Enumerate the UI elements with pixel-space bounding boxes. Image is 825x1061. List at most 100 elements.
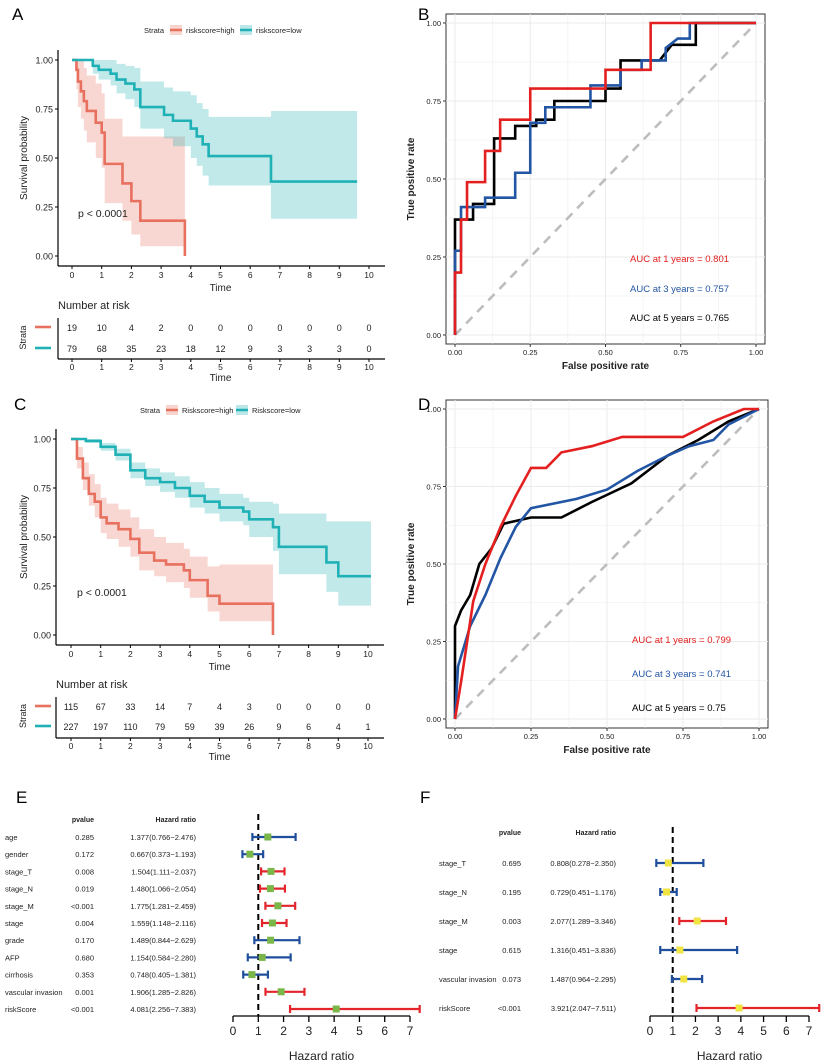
- x-tick-label: 1.00: [749, 348, 764, 357]
- risk-count: 67: [96, 702, 106, 712]
- confidence-band-0: [72, 60, 185, 247]
- risk-table-x-tick-label: 0: [69, 741, 74, 751]
- risk-count: 3: [337, 344, 342, 354]
- hazard-ratio-header: Hazard ratio: [156, 817, 196, 824]
- risk-count: 68: [97, 344, 107, 354]
- panel-label-f: F: [420, 788, 430, 807]
- chance-diagonal: [454, 408, 760, 720]
- x-tick-label: 4: [738, 1024, 745, 1038]
- x-tick-label: 0.50: [598, 348, 613, 357]
- variable-label: riskScore: [5, 1005, 36, 1014]
- risk-count: 110: [123, 722, 137, 732]
- pvalue: 0.003: [502, 917, 521, 926]
- auc-label: AUC at 1 years = 0.801: [630, 254, 729, 265]
- risk-count: 227: [63, 722, 78, 732]
- hazard-ratio-point: [735, 1004, 743, 1012]
- y-axis-label: True positive rate: [406, 522, 417, 605]
- hazard-ratio-point: [267, 936, 275, 944]
- hazard-ratio-text: 0.808(0.278−2.350): [550, 859, 616, 868]
- risk-count: 10: [97, 323, 107, 333]
- variable-label: vascular invasion: [439, 975, 497, 984]
- y-tick-label: 0.50: [33, 533, 51, 543]
- hazard-ratio-point: [680, 975, 688, 983]
- x-tick-label: 6: [248, 270, 253, 280]
- roc-curve-2: [453, 407, 760, 719]
- pvalue: 0.172: [75, 850, 94, 859]
- y-tick-label: 0.25: [35, 203, 53, 213]
- risk-count: 0: [365, 702, 370, 712]
- confidence-band-0: [71, 439, 273, 622]
- legend-entry: riskscore=high: [186, 26, 235, 35]
- y-tick-label: 0.75: [33, 484, 51, 494]
- risk-count: 0: [337, 323, 342, 333]
- variable-label: gender: [5, 850, 29, 859]
- hazard-ratio-point: [267, 867, 275, 875]
- variable-label: AFP: [5, 953, 20, 962]
- y-axis-label: True positive rate: [406, 137, 417, 220]
- risk-table-x-tick-label: 6: [248, 362, 253, 372]
- hazard-ratio-text: 2.077(1.289−3.346): [550, 917, 616, 926]
- roc-curve-2: [453, 21, 756, 335]
- x-tick-label: 5: [217, 649, 222, 659]
- x-tick-label: 7: [407, 1024, 414, 1038]
- panel-label-c: C: [14, 395, 26, 414]
- auc-label: AUC at 3 years = 0.757: [630, 284, 729, 295]
- x-tick-label: 4: [188, 270, 193, 280]
- risk-table-x-tick-label: 2: [129, 362, 134, 372]
- hazard-ratio-header: Hazard ratio: [576, 830, 616, 837]
- x-tick-label: 0.00: [448, 348, 463, 357]
- risk-table-x-tick-label: 10: [363, 741, 373, 751]
- x-tick-label: 7: [278, 270, 283, 280]
- x-tick-label: 1: [255, 1024, 262, 1038]
- x-tick-label: 6: [783, 1024, 790, 1038]
- risk-count: 14: [155, 702, 165, 712]
- risk-count: 4: [129, 323, 134, 333]
- y-tick-label: 0.25: [426, 253, 441, 262]
- hazard-ratio-text: 1.480(1.066−2.054): [130, 885, 196, 894]
- auc-label: AUC at 3 years = 0.741: [632, 669, 731, 680]
- risk-count: 2: [159, 323, 164, 333]
- y-tick-label: 0.00: [35, 252, 53, 262]
- x-tick-label: 8: [307, 270, 312, 280]
- x-axis-label: False positive rate: [563, 745, 651, 756]
- pvalue-header: pvalue: [72, 817, 94, 824]
- y-tick-label: 0.75: [426, 97, 441, 106]
- risk-table-x-tick-label: 3: [158, 741, 163, 751]
- risk-table-x-tick-label: 7: [278, 362, 283, 372]
- hazard-ratio-text: 0.667(0.373−1.193): [130, 850, 196, 859]
- survival-curve-0: [72, 58, 187, 256]
- hazard-ratio-text: 4.081(2.256−7.383): [130, 1005, 196, 1014]
- hazard-ratio-point: [248, 971, 256, 979]
- risk-table-x-label: Time: [209, 752, 231, 763]
- hazard-ratio-point: [676, 946, 684, 954]
- y-tick-label: 0.75: [35, 105, 53, 115]
- y-tick-label: 0.75: [426, 483, 441, 492]
- x-axis-label: Time: [209, 662, 231, 673]
- risk-count: 0: [366, 323, 371, 333]
- risk-count: 26: [244, 722, 254, 732]
- risk-table-x-tick-label: 4: [187, 741, 192, 751]
- x-axis-label: Time: [210, 283, 232, 294]
- hazard-ratio-point: [246, 850, 254, 858]
- hazard-ratio-point: [664, 859, 672, 867]
- risk-count: 115: [64, 702, 78, 712]
- hazard-ratio-point: [258, 953, 266, 961]
- risk-count: 18: [186, 344, 196, 354]
- x-tick-label: 0.75: [673, 348, 688, 357]
- risk-table-y-label: Strata: [18, 325, 28, 349]
- variable-label: cirrhosis: [5, 971, 33, 980]
- hazard-ratio-text: 1.775(1.281−2.459): [130, 902, 196, 911]
- x-tick-label: 4: [331, 1024, 338, 1038]
- y-tick-label: 0.50: [426, 560, 441, 569]
- hazard-ratio-text: 0.748(0.405−1.381): [130, 971, 196, 980]
- x-tick-label: 2: [280, 1024, 287, 1038]
- x-tick-label: 5: [218, 270, 223, 280]
- x-tick-label: 4: [187, 649, 192, 659]
- y-tick-label: 1.00: [426, 19, 441, 28]
- pvalue-header: pvalue: [499, 830, 521, 837]
- confidence-band-1: [71, 439, 371, 606]
- x-tick-label: 9: [336, 649, 341, 659]
- pvalue: 0.353: [75, 971, 94, 980]
- variable-label: age: [5, 833, 18, 842]
- hazard-ratio-text: 0.729(0.451−1.176): [550, 888, 616, 897]
